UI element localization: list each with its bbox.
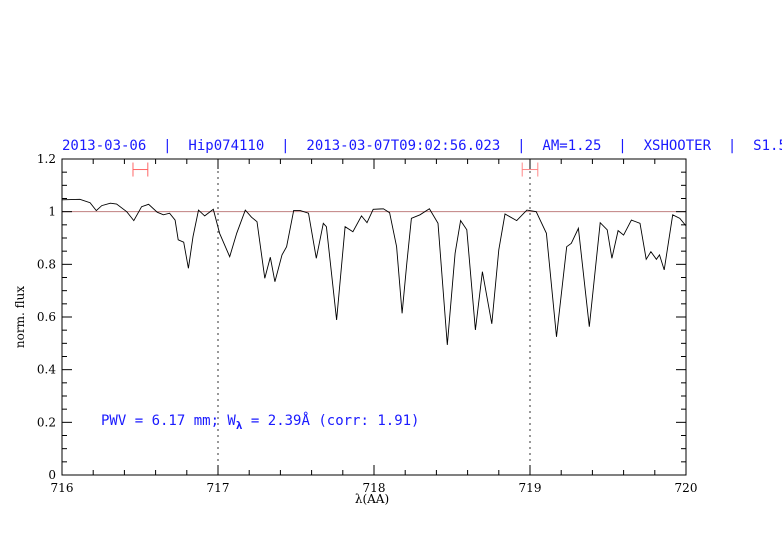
y-tick-label: 0 xyxy=(48,468,56,482)
x-axis-label: λ(AA) xyxy=(355,492,389,506)
x-tick-label: 718 xyxy=(363,481,386,495)
reference-lines xyxy=(62,159,686,475)
x-tick-label: 716 xyxy=(51,481,74,495)
y-tick-label: 0.8 xyxy=(37,257,56,271)
pwv-annotation: PWV = 6.17 mm; Wλ = 2.39Å (corr: 1.91) xyxy=(101,412,420,432)
interval-markers xyxy=(132,162,539,177)
y-tick-label: 1 xyxy=(48,205,56,219)
annotation-subscript: λ xyxy=(236,419,243,432)
axis-ticks: 716 717 718 719 720 0 0.2 0.4 0.6 0.8 1 1.2 xyxy=(37,152,698,495)
y-tick-label: 0.4 xyxy=(37,363,56,377)
x-tick-label: 720 xyxy=(675,481,698,495)
plot-frame xyxy=(61,158,687,476)
annotation-rest: = 2.39Å (corr: 1.91) xyxy=(242,412,419,429)
annotation-main: PWV = 6.17 mm; W xyxy=(101,413,236,429)
y-tick-label: 0.2 xyxy=(37,415,56,429)
y-tick-label: 1.2 xyxy=(37,152,56,166)
chart-title: 2013-03-06 | Hip074110 | 2013-03-07T09:0… xyxy=(62,138,782,154)
x-tick-label: 717 xyxy=(207,481,230,495)
spectrum-line xyxy=(61,198,687,345)
y-tick-label: 0.6 xyxy=(37,310,56,324)
x-tick-label: 719 xyxy=(519,481,542,495)
y-axis-label: norm. flux xyxy=(13,286,27,348)
